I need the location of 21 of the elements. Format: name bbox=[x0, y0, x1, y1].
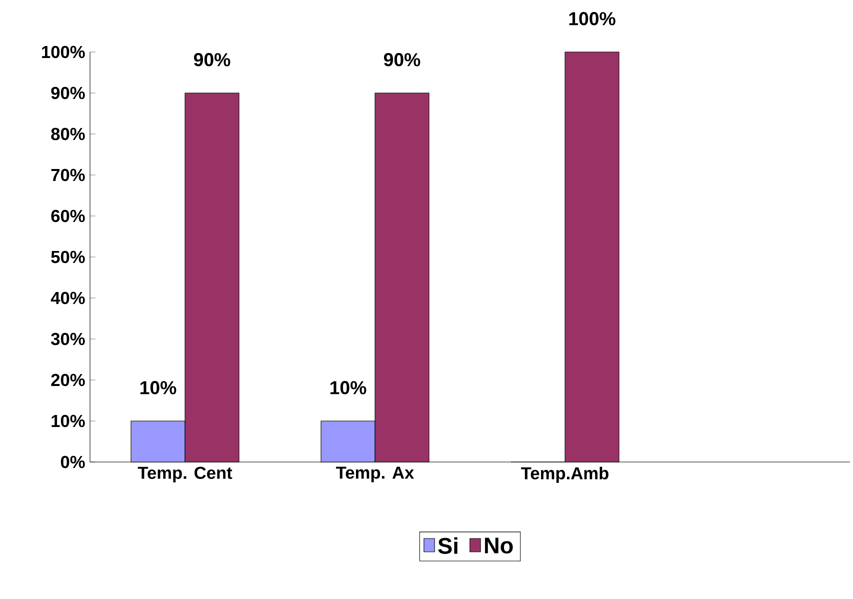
y-tick-label: 40% bbox=[50, 292, 85, 304]
y-tick-label: 60% bbox=[51, 210, 85, 222]
y-tick-label: 10% bbox=[52, 414, 85, 428]
data-label: 10% bbox=[330, 381, 366, 394]
data-label: 10% bbox=[140, 381, 176, 394]
data-label: 100% bbox=[569, 12, 616, 26]
y-tick-label: 0% bbox=[60, 456, 85, 468]
y-tick-label: 20% bbox=[51, 374, 85, 386]
legend-label: Si bbox=[438, 537, 458, 554]
x-tick-label: Temp. Ax bbox=[336, 466, 414, 482]
data-label: 90% bbox=[194, 53, 230, 66]
y-tick-label: 70% bbox=[51, 168, 85, 182]
y-tick-label: 80% bbox=[51, 128, 85, 140]
x-tick-label: Temp.Amb bbox=[521, 466, 608, 483]
data-label: 90% bbox=[384, 53, 420, 66]
y-tick-label: 50% bbox=[51, 250, 85, 264]
x-tick-label: Temp. Cent bbox=[138, 466, 232, 482]
y-tick-label: 100% bbox=[42, 46, 85, 58]
y-tick-label: 90% bbox=[51, 86, 85, 100]
legend-label: No bbox=[484, 538, 513, 554]
y-tick-label: 30% bbox=[51, 332, 85, 346]
